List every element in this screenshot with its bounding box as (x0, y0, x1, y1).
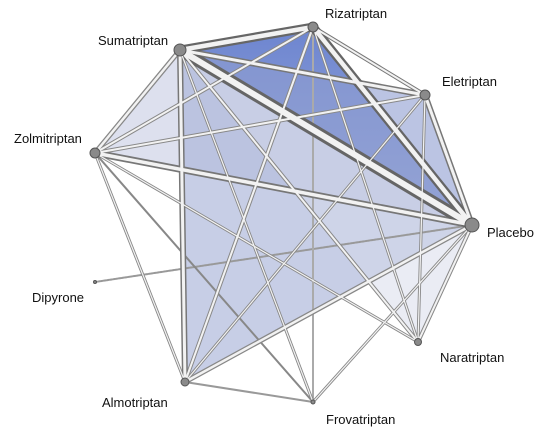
label-dipyrone: Dipyrone (32, 290, 84, 305)
label-placebo: Placebo (487, 225, 534, 240)
edge-highlight (177, 47, 475, 228)
edge-highlight (179, 49, 419, 343)
node-zolmitriptan (89, 147, 101, 159)
edge-highlight (312, 224, 473, 403)
network-edge-highlights (93, 24, 475, 403)
edge-highlight (184, 26, 314, 383)
edge-highlight (178, 48, 187, 384)
edge-highlight (312, 26, 426, 96)
edge-highlight (94, 152, 186, 383)
edge-highlight (310, 24, 475, 228)
edge-highlight (94, 152, 419, 343)
edge-highlight (93, 48, 182, 155)
node-eletriptan (419, 89, 431, 101)
edge-highlight (423, 93, 474, 227)
node-naratriptan (414, 338, 422, 346)
network-labels: Sumatriptan Rizatriptan Eletriptan Zolmi… (14, 6, 534, 427)
edge-highlight (93, 151, 474, 227)
label-rizatriptan: Rizatriptan (325, 6, 387, 21)
network-nodes (89, 21, 480, 405)
edge-highlight (417, 224, 473, 343)
edge-highlight (417, 94, 426, 343)
edge-highlight (184, 94, 426, 383)
label-sumatriptan: Sumatriptan (98, 33, 168, 48)
label-zolmitriptan: Zolmitriptan (14, 131, 82, 146)
edge-highlight (183, 223, 474, 384)
node-frovatriptan (310, 399, 316, 405)
node-sumatriptan (173, 43, 187, 57)
label-naratriptan: Naratriptan (440, 350, 504, 365)
edge-dipyrone-placebo (94, 224, 473, 283)
label-frovatriptan: Frovatriptan (326, 412, 395, 427)
node-rizatriptan (307, 21, 319, 33)
edge-highlight (178, 48, 427, 97)
edge-highlight (179, 49, 314, 403)
label-almotriptan: Almotriptan (102, 395, 168, 410)
node-placebo (464, 217, 480, 233)
edge-highlight (94, 94, 426, 154)
edge-highlight (177, 24, 316, 53)
edge-almotriptan-frovatriptan (184, 381, 314, 403)
label-eletriptan: Eletriptan (442, 74, 497, 89)
node-dipyrone (93, 280, 97, 284)
edge-zolmitriptan-frovatriptan (94, 152, 314, 403)
edge-highlight (94, 26, 314, 154)
node-almotriptan (180, 377, 190, 387)
edge-highlight (312, 26, 419, 343)
